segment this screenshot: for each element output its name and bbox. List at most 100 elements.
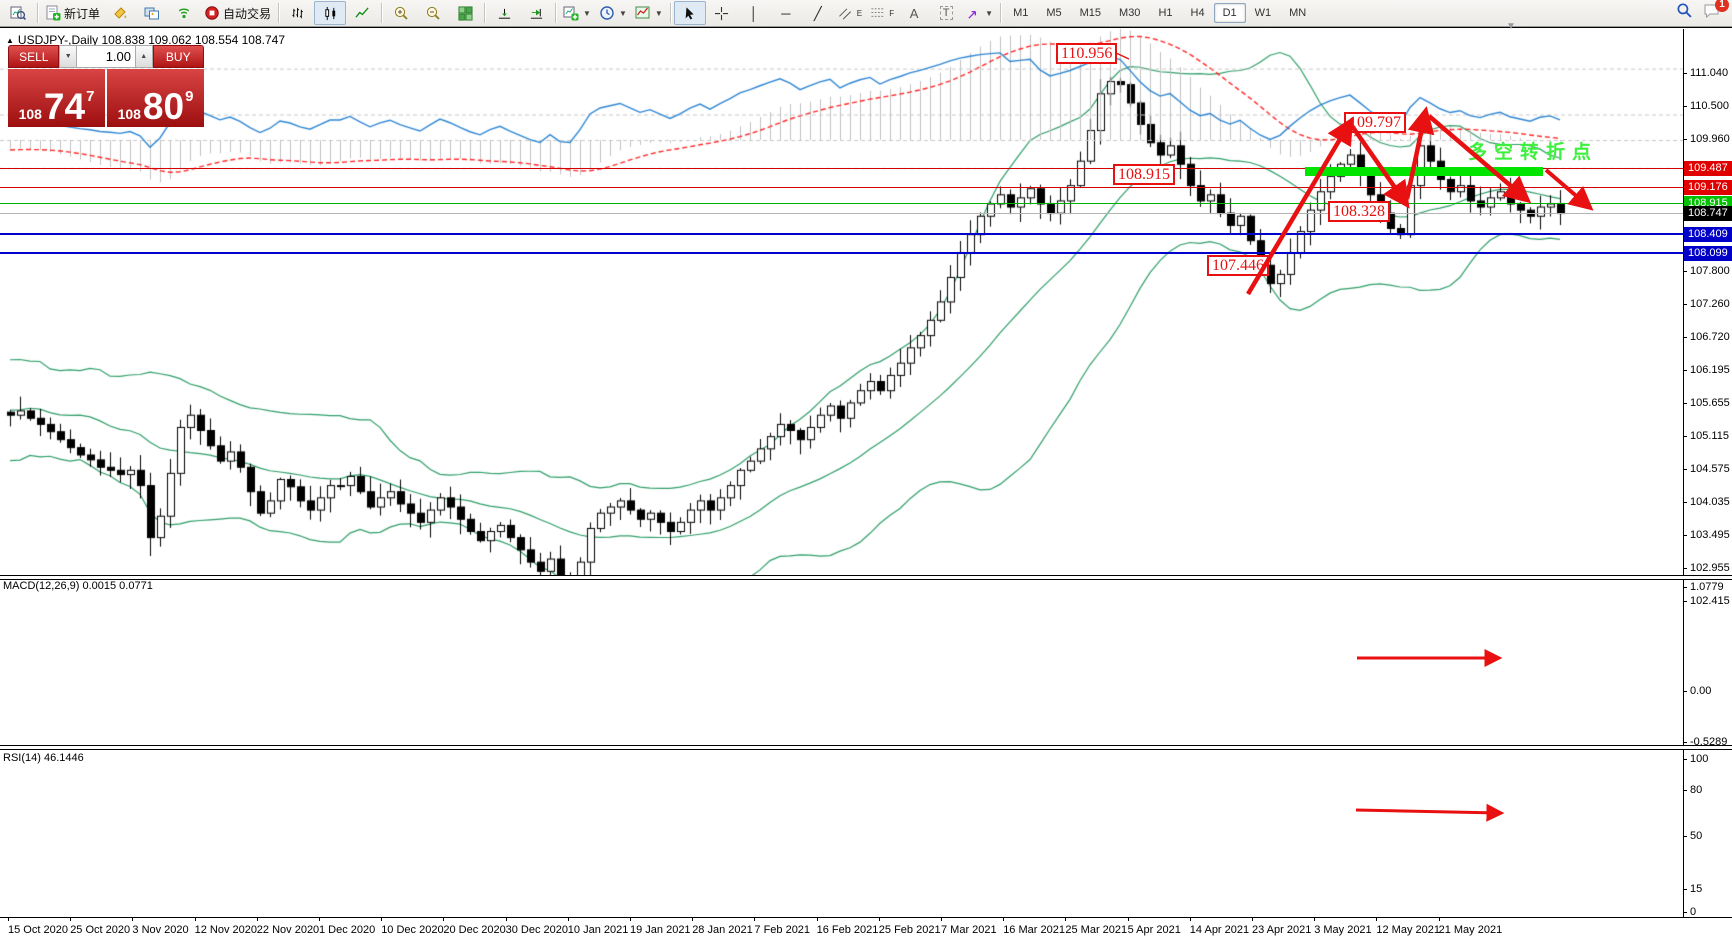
timeframe-switcher: M1 M5 M15 M30 H1 H4 D1 W1 MN [1004, 3, 1315, 23]
price-annotation-label[interactable]: 108.328 [1328, 201, 1390, 222]
trendline-tool-icon[interactable]: ╱ [813, 5, 822, 21]
price-annotation-label[interactable]: 107.446 [1207, 255, 1269, 276]
timeframe-button-m30[interactable]: M30 [1119, 7, 1141, 19]
support-zone-green-bar[interactable] [1305, 167, 1543, 176]
buy-button[interactable]: BUY [152, 45, 204, 68]
styles-bucket-icon[interactable] [104, 1, 136, 25]
price-annotation-label[interactable]: 110.956 [1056, 43, 1118, 64]
timeframe-button-w1[interactable]: W1 [1254, 7, 1272, 19]
tile-windows-icon[interactable] [449, 1, 481, 25]
autotrade-button[interactable]: 自动交易 [200, 1, 275, 25]
horizontal-level-line[interactable] [0, 252, 1683, 255]
rsi-label: RSI(14) 46.1446 [3, 752, 84, 764]
arrows-tool-icon[interactable]: ▼ [962, 1, 997, 25]
toolbar-collapse-caret-icon[interactable]: ▼ [1506, 21, 1516, 32]
timeframe-button-h4[interactable]: H4 [1190, 7, 1205, 19]
date-tick-mark [1438, 918, 1440, 921]
horizontal-level-line[interactable] [0, 212, 1683, 214]
date-tick-mark [567, 918, 569, 921]
horizontal-level-line[interactable] [0, 186, 1683, 188]
price-tick-label: 105.115 [1690, 429, 1729, 442]
signal-icon[interactable] [168, 1, 200, 25]
price-tick-mark [1683, 468, 1687, 470]
cursor-tool-icon[interactable] [673, 1, 706, 25]
bar-chart-mode-icon[interactable] [282, 1, 314, 25]
timeframe-button-h1[interactable]: H1 [1158, 7, 1173, 19]
autoscroll-icon[interactable] [488, 1, 520, 25]
date-tick-mark [132, 918, 134, 921]
date-tick-mark [692, 918, 694, 921]
date-tick-label: 16 Feb 2021 [816, 924, 879, 936]
trend-arrow[interactable] [1355, 803, 1505, 822]
timeframe-button-m1[interactable]: M1 [1013, 7, 1029, 19]
sell-button[interactable]: SELL [8, 45, 60, 68]
fibonacci-tool-icon[interactable]: F [866, 1, 898, 25]
date-tick-label: 25 Feb 2021 [878, 924, 941, 936]
text-label-tool-icon[interactable]: T [930, 1, 962, 25]
price-tick-mark [1683, 534, 1687, 536]
vertical-line-tool-icon[interactable]: │ [749, 5, 758, 21]
horizontal-level-line[interactable] [0, 202, 1683, 204]
gallery-icon[interactable] [136, 1, 168, 25]
price-tick-label: 105.655 [1690, 396, 1730, 409]
time-axis[interactable]: 15 Oct 2020 25 Oct 2020 3 Nov 2020 12 Nov 2… [0, 917, 1732, 942]
rsi-tick-label: 100 [1690, 753, 1709, 765]
timeframe-button-m15[interactable]: M15 [1079, 7, 1102, 19]
volume-input[interactable] [77, 45, 135, 68]
crosshair-tool-icon[interactable] [706, 1, 738, 25]
macd-panel-separator[interactable] [0, 575, 1732, 580]
date-tick-mark [878, 918, 880, 921]
period-clock-icon[interactable]: ▼ [595, 1, 631, 25]
date-tick-mark [1127, 918, 1129, 921]
horizontal-level-line[interactable] [0, 233, 1683, 236]
price-tick-mark [1683, 139, 1687, 141]
date-tick-label: 25 Mar 2021 [1065, 924, 1128, 936]
rsi-tick-mark [1683, 889, 1687, 891]
date-tick-mark [256, 918, 258, 921]
timeframe-button-mn[interactable]: MN [1289, 7, 1307, 19]
indicators-list-button[interactable]: ▼ [631, 1, 667, 25]
new-order-button[interactable]: 新订单 [41, 1, 104, 25]
search-icon[interactable] [1676, 2, 1693, 24]
new-chart-button[interactable]: ▼ [559, 1, 595, 25]
price-tick-mark [1683, 601, 1687, 602]
chart-preview-icon[interactable] [2, 1, 34, 25]
rsi-panel-separator[interactable] [0, 745, 1732, 750]
line-chart-mode-icon[interactable] [346, 1, 378, 25]
price-tick-mark [1683, 271, 1687, 273]
chart-shift-icon[interactable] [520, 1, 552, 25]
price-tick-label: 104.035 [1690, 495, 1730, 508]
toolbar-separator [555, 3, 557, 23]
price-annotation-label[interactable]: 109.797 [1344, 112, 1406, 133]
zoom-in-icon[interactable] [385, 1, 417, 25]
date-tick-label: 15 Oct 2020 [8, 924, 68, 936]
rsi-tick-label: 80 [1690, 783, 1703, 796]
buy-price-button[interactable]: 108 80 9 [107, 69, 204, 127]
notification-badge: 1 [1715, 0, 1729, 12]
zoom-out-icon[interactable] [417, 1, 449, 25]
volume-increase-button[interactable]: ▲ [135, 45, 153, 68]
volume-decrease-button[interactable]: ▼ [59, 45, 77, 68]
indicators-icon [635, 6, 650, 19]
equidistant-channel-tool-icon[interactable]: E [834, 1, 866, 25]
date-tick-label: 12 May 2021 [1376, 924, 1440, 936]
date-tick-mark [505, 918, 507, 921]
bull-bear-turning-point-text[interactable]: 多空转折点 [1468, 142, 1599, 163]
horizontal-line-tool-icon[interactable]: ─ [781, 5, 791, 21]
price-annotation-label[interactable]: 108.915 [1113, 164, 1175, 185]
symbol-collapse-icon[interactable]: ▲ [6, 36, 14, 45]
sell-price-button[interactable]: 108 74 7 [8, 69, 105, 127]
candlestick-mode-icon[interactable] [314, 1, 347, 25]
horizontal-level-line[interactable] [0, 167, 1683, 169]
notifications-chat-icon[interactable]: 1 [1703, 0, 1729, 24]
autotrade-label: 自动交易 [223, 6, 272, 21]
text-tool-icon[interactable]: A [909, 5, 919, 21]
price-tick-label: 104.575 [1690, 462, 1730, 475]
date-tick-label: 16 Mar 2021 [1003, 924, 1065, 936]
timeframe-button-m5[interactable]: M5 [1046, 7, 1062, 19]
one-click-trading-panel: SELL ▼ ▲ BUY 108 74 7 108 80 9 [8, 45, 204, 127]
date-tick-label: 3 Nov 2020 [132, 924, 189, 936]
timeframe-button-d1[interactable]: D1 [1213, 3, 1246, 23]
toolbar-separator [669, 3, 671, 23]
